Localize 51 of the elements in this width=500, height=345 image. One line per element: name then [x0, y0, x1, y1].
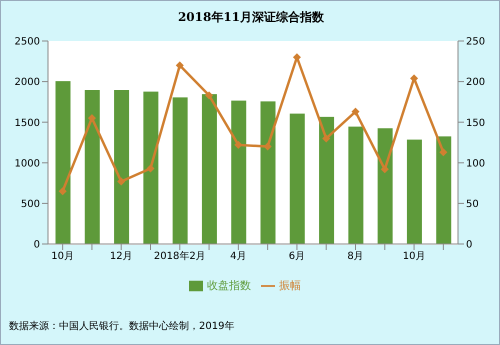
point [234, 140, 242, 149]
point [352, 108, 360, 116]
point [439, 148, 448, 156]
bar [260, 101, 276, 244]
bar [378, 128, 393, 244]
source-note: 数据来源：中国人民银行。数据中心绘制，2019年 [9, 320, 234, 333]
y-tick-label: 500 [20, 198, 40, 210]
point [176, 61, 184, 70]
y2-tick-label: 250 [466, 36, 486, 48]
y-tick-label: 0 [34, 240, 40, 251]
y-tick-label: 2500 [14, 36, 40, 48]
x-tick-label: 2018年2月 [154, 250, 206, 262]
bar [143, 92, 158, 244]
legend-label: 收盘指数 [207, 279, 251, 292]
x-tick-label: 10月 [51, 251, 74, 262]
bar [436, 136, 452, 244]
y2-tick-label: 150 [466, 118, 486, 129]
point [205, 91, 214, 100]
bar [348, 126, 364, 244]
bar [319, 116, 334, 244]
chart-title: 2018年11月深证综合指数 [176, 9, 326, 26]
x-tick-label: 6月 [288, 251, 306, 262]
point [88, 114, 96, 122]
bar [231, 100, 246, 244]
bar [114, 90, 130, 244]
bar [172, 97, 188, 244]
point [146, 164, 154, 172]
x-tick-label: 10月 [402, 251, 426, 262]
point [292, 53, 301, 62]
bar [84, 90, 100, 244]
bar [202, 94, 217, 244]
bar [406, 140, 422, 244]
point [322, 134, 330, 142]
point [117, 177, 126, 186]
point [410, 74, 418, 82]
point [264, 142, 272, 151]
x-tick-label: 4月 [230, 251, 247, 262]
y2-tick-label: 0 [466, 240, 472, 251]
y-tick-label: 2000 [14, 77, 40, 88]
y2-tick-label: 200 [466, 77, 486, 88]
bar [56, 81, 70, 244]
legend-label: 振幅 [279, 279, 301, 292]
y-tick-label: 1000 [14, 158, 40, 170]
y2-tick-label: 100 [466, 158, 486, 170]
y2-tick-label: 50 [466, 198, 479, 210]
x-tick-label: 8月 [347, 251, 364, 262]
point [58, 187, 67, 196]
point [380, 165, 389, 174]
bar [290, 114, 305, 244]
y-tick-label: 1500 [14, 118, 40, 129]
x-tick-label: 12月 [110, 251, 133, 262]
